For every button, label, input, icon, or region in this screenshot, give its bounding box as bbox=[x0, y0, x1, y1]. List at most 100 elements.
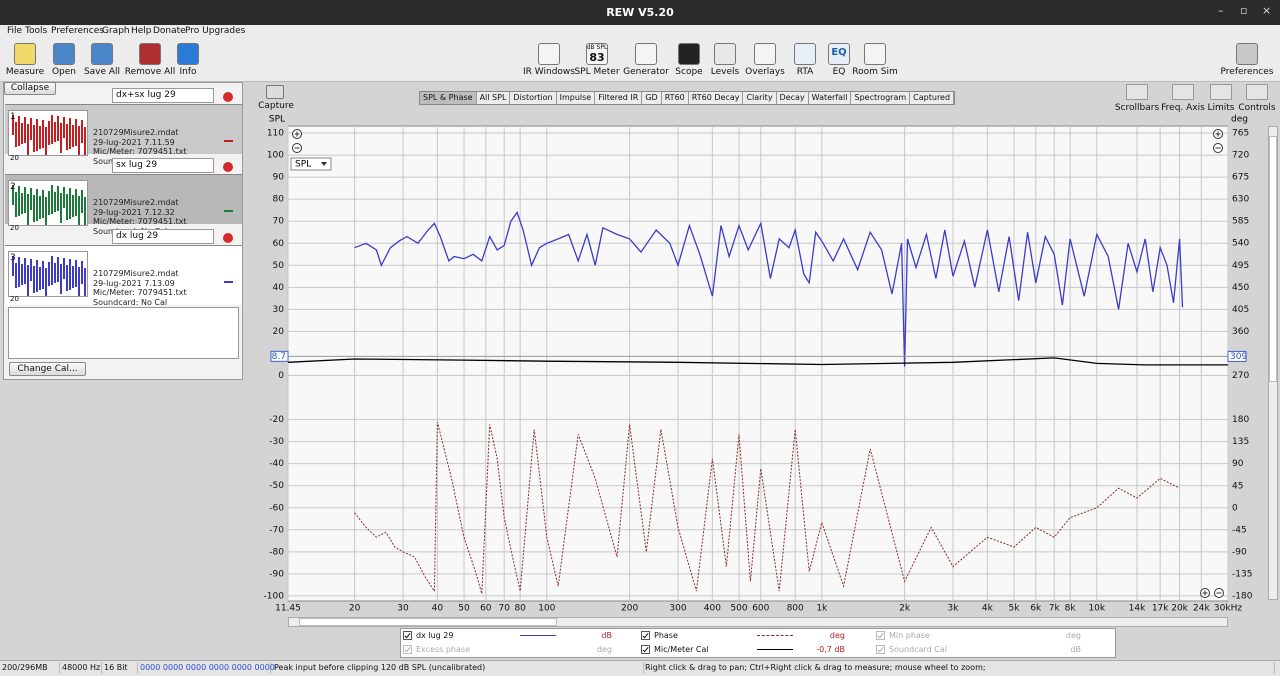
thumbnail-trace bbox=[84, 268, 86, 296]
menu-item[interactable]: File bbox=[7, 26, 23, 36]
toolbar-icon[interactable] bbox=[678, 43, 700, 65]
v-scroll-thumb[interactable] bbox=[1269, 136, 1277, 382]
name-field[interactable]: dx+sx lug 29 bbox=[112, 88, 214, 103]
zoom-button[interactable] bbox=[1200, 588, 1210, 598]
x-tick-label: 100 bbox=[538, 604, 555, 614]
y2-tick-label: -135 bbox=[1232, 569, 1252, 579]
toolbar-icon[interactable] bbox=[794, 43, 816, 65]
capture-icon[interactable] bbox=[266, 85, 284, 99]
thumbnail-trace bbox=[60, 264, 62, 294]
change-cal-button[interactable]: Change Cal... bbox=[9, 362, 86, 376]
name-field[interactable]: dx lug 29 bbox=[112, 229, 214, 244]
toolbar-icon[interactable] bbox=[714, 43, 736, 65]
thumbnail-trace bbox=[66, 194, 68, 220]
y2-tick-label: 675 bbox=[1232, 173, 1249, 183]
view-icon[interactable] bbox=[1126, 84, 1148, 100]
tab[interactable]: Impulse bbox=[556, 92, 596, 104]
thumbnail-trace bbox=[30, 188, 32, 210]
thumbnail-trace bbox=[27, 124, 29, 155]
tab[interactable]: Decay bbox=[776, 92, 809, 104]
tab[interactable]: RT60 Decay bbox=[688, 92, 744, 104]
name-field[interactable]: sx lug 29 bbox=[112, 158, 214, 173]
toolbar-icon[interactable] bbox=[177, 43, 199, 65]
delete-button[interactable] bbox=[223, 92, 233, 102]
legend-checkbox[interactable] bbox=[876, 645, 885, 654]
tab[interactable]: Clarity bbox=[743, 92, 777, 104]
y2-tick-label: 540 bbox=[1232, 239, 1249, 249]
range-button[interactable]: 10 .. 200 bbox=[1166, 559, 1226, 570]
h-scroll-thumb[interactable] bbox=[299, 618, 557, 626]
window-button[interactable]: – bbox=[1218, 4, 1224, 17]
toolbar-icon[interactable] bbox=[538, 43, 560, 65]
view-icon[interactable] bbox=[1210, 84, 1232, 100]
menu-item[interactable]: Pro Upgrades bbox=[185, 26, 246, 36]
thumbnail-trace bbox=[18, 116, 20, 146]
toolbar-icon[interactable] bbox=[91, 43, 113, 65]
collapse-button[interactable]: Collapse bbox=[4, 82, 56, 95]
zoom-button[interactable] bbox=[1213, 129, 1223, 139]
toolbar-icon[interactable] bbox=[828, 43, 850, 65]
menu-item[interactable]: Tools bbox=[25, 26, 48, 36]
menu-item[interactable]: Preferences bbox=[51, 26, 104, 36]
delete-button[interactable] bbox=[223, 162, 233, 172]
zoom-button[interactable] bbox=[1214, 588, 1224, 598]
tab[interactable]: Waterfall bbox=[808, 92, 852, 104]
tab[interactable]: All SPL bbox=[476, 92, 511, 104]
delete-button[interactable] bbox=[223, 233, 233, 243]
thumbnail-trace bbox=[42, 190, 44, 218]
thumbnail-trace bbox=[51, 185, 53, 214]
view-icon[interactable] bbox=[1246, 84, 1268, 100]
zoom-button[interactable] bbox=[1213, 143, 1223, 153]
toolbar-icon[interactable] bbox=[139, 43, 161, 65]
tab[interactable]: Distortion bbox=[510, 92, 557, 104]
thumbnail-trace bbox=[87, 262, 88, 295]
legend-checkbox[interactable] bbox=[403, 631, 412, 640]
thumbnail-trace bbox=[63, 258, 65, 279]
thumbnail-trace bbox=[39, 196, 41, 219]
window-button[interactable]: ▫ bbox=[1240, 4, 1248, 17]
thumbnail-trace bbox=[24, 117, 26, 143]
view-icon[interactable] bbox=[1172, 84, 1194, 100]
menu-item[interactable]: Donate bbox=[153, 26, 186, 36]
toolbar-icon[interactable] bbox=[864, 43, 886, 65]
cursor-y-label: 8.7 bbox=[272, 352, 286, 362]
thumbnail-trace bbox=[24, 258, 26, 284]
selector[interactable] bbox=[290, 157, 332, 171]
window-title: REW V5.20 bbox=[606, 6, 674, 19]
tab-bar: SPL & Phase All SPL Distortion Impulse Filte… bbox=[419, 91, 956, 105]
toolbar-icon[interactable] bbox=[14, 43, 36, 65]
legend-check bbox=[642, 645, 649, 653]
range-button[interactable]: 20 .. 20.000 bbox=[1166, 573, 1226, 584]
toolbar-icon[interactable] bbox=[1236, 43, 1258, 65]
menu-item[interactable]: Help bbox=[131, 26, 152, 36]
toolbar-icon[interactable] bbox=[53, 43, 75, 65]
tab[interactable]: SPL & Phase bbox=[420, 92, 477, 104]
y-tick-label: 30 bbox=[273, 305, 285, 315]
toolbar-icon[interactable] bbox=[635, 43, 657, 65]
zoom-button[interactable] bbox=[292, 129, 302, 139]
tab[interactable]: GD bbox=[642, 92, 662, 104]
legend-checkbox[interactable] bbox=[876, 631, 885, 640]
toolbar-icon[interactable] bbox=[754, 43, 776, 65]
tab[interactable]: RT60 bbox=[661, 92, 689, 104]
legend-checkbox[interactable] bbox=[641, 645, 650, 654]
x-tick-label: 50 bbox=[458, 604, 470, 614]
tab[interactable]: Captured bbox=[910, 92, 955, 104]
legend-checkbox[interactable] bbox=[403, 645, 412, 654]
spl-icon-unit: dB SPL bbox=[586, 44, 608, 51]
toolbar-label: SPL Meter bbox=[574, 67, 620, 77]
thumbnail-trace bbox=[21, 264, 23, 285]
legend-unit: dB bbox=[1070, 645, 1081, 654]
thumbnail-trace bbox=[78, 267, 80, 296]
legend-unit: deg bbox=[596, 645, 612, 654]
y2-tick-label: 585 bbox=[1232, 217, 1249, 227]
window-button[interactable]: × bbox=[1262, 4, 1272, 17]
zoom-button[interactable] bbox=[292, 143, 302, 153]
legend-checkbox[interactable] bbox=[641, 631, 650, 640]
toolbar-icon[interactable] bbox=[586, 43, 608, 65]
menu-item[interactable]: Graph bbox=[102, 26, 130, 36]
toolbar-label: Open bbox=[51, 67, 77, 77]
tab[interactable]: Spectrogram bbox=[851, 92, 911, 104]
tab[interactable]: Filtered IR bbox=[595, 92, 643, 104]
